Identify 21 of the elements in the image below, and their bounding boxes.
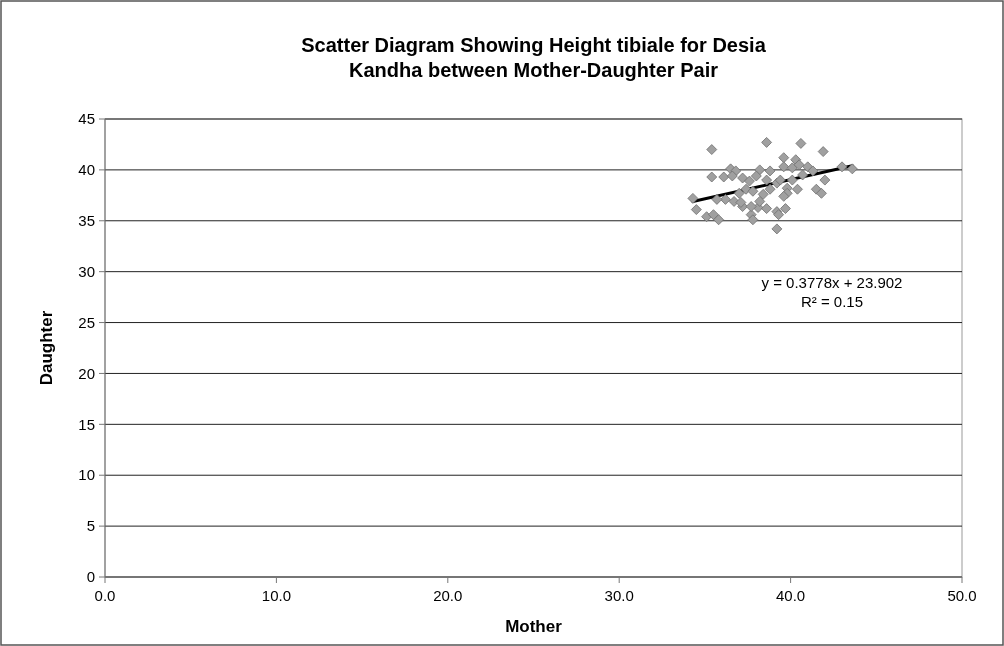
x-tick-label: 0.0 xyxy=(94,587,116,604)
y-tick-label: 5 xyxy=(86,517,95,535)
y-tick-label: 45 xyxy=(78,110,95,128)
annotation: R² = 0.15 xyxy=(800,293,864,310)
x-tick-label: 50.0 xyxy=(947,587,977,604)
x-axis-title: Mother xyxy=(505,617,563,636)
annotation: y = 0.3778x + 23.902 xyxy=(761,274,903,291)
y-tick-label: 10 xyxy=(78,466,95,484)
chart-title: Scatter Diagram Showing Height tibiale for Desia Kandha between Mother-Daughter Pair xyxy=(301,34,767,81)
y-tick-label: 20 xyxy=(78,364,95,382)
y-tick-label: 0 xyxy=(86,568,95,586)
x-tick-label: 30.0 xyxy=(604,587,634,604)
y-axis-title: Daughter xyxy=(37,310,56,386)
y-tick-label: 35 xyxy=(78,212,95,230)
x-tick-label: 40.0 xyxy=(776,587,806,604)
y-tick-label: 40 xyxy=(78,161,95,179)
y-tick-label: 25 xyxy=(78,313,95,331)
x-tick-label: 20.0 xyxy=(433,587,463,604)
y-tick-label: 30 xyxy=(78,262,95,280)
y-tick-label: 15 xyxy=(78,415,95,433)
x-tick-label: 10.0 xyxy=(261,587,291,604)
